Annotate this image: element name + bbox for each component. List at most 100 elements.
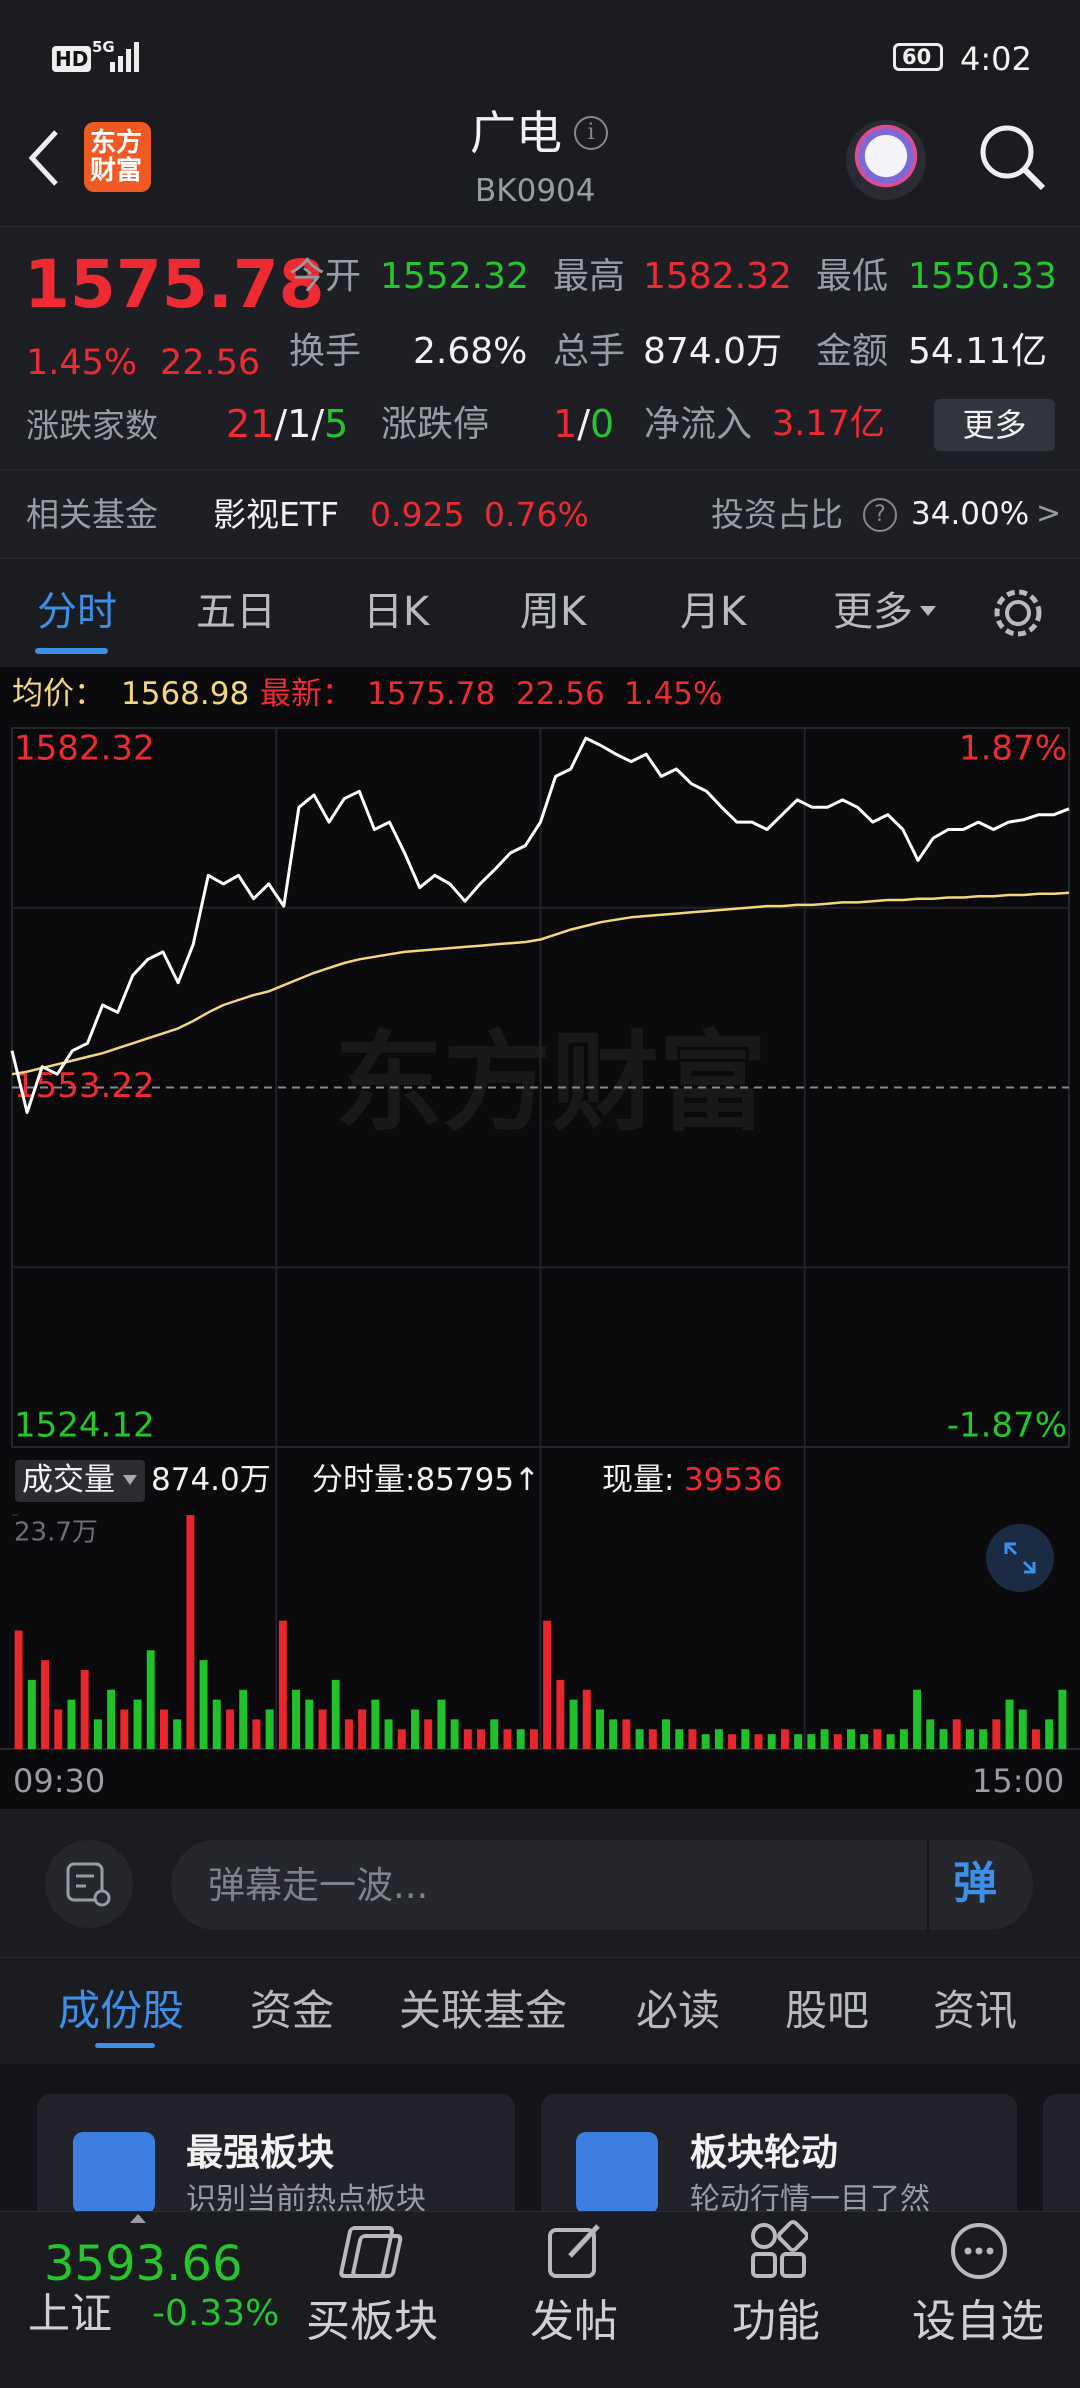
back-button[interactable] [24,128,64,188]
nav-item[interactable]: 功能 [732,2296,820,2347]
volume-bar [648,1729,657,1749]
comment-input[interactable] [171,1840,1033,1930]
change-info: 22.56 [516,676,605,712]
volume-bar [490,1719,499,1749]
volume-bar [1058,1689,1067,1749]
bottom-nav [0,2211,1080,2388]
field-value: 2.68% [413,331,528,372]
volume-bar [424,1719,433,1749]
volume-bar [1045,1719,1054,1749]
fund-name: 影视ETF [213,495,339,534]
section-tab[interactable]: 关联基金 [399,1986,568,2035]
section-tab[interactable]: 资金 [250,1986,335,2035]
y-tick-label: 1553.22 [14,1066,155,1106]
expand-button[interactable] [986,1524,1054,1592]
section-tab[interactable]: 必读 [636,1986,721,2035]
section-tab[interactable]: 股吧 [785,1986,870,2035]
volume-bar [199,1660,208,1749]
danmaku-icon [66,1862,111,1907]
volume-bar [397,1729,406,1749]
limit-label: 涨跌停 [381,404,490,445]
network: 5G [92,38,115,56]
nav-item[interactable]: 买板块 [306,2296,438,2347]
volume-bar [133,1699,142,1749]
change-pct: 1.45% [26,343,138,383]
volume-bar [173,1719,182,1749]
card-subtitle: 轮动行情一目了然 [690,2182,930,2217]
up-count: 21 [226,402,275,446]
volume-bar [54,1709,63,1749]
battery-icon [893,43,943,71]
now-volume-label: 现量: [602,1462,675,1498]
section-tab[interactable]: 成份股 [58,1986,185,2035]
chart-tab[interactable]: 更多 [833,589,913,635]
volume-bar [265,1709,274,1749]
y2-tick-label: 1.87% [959,729,1067,769]
volume-bar [833,1734,842,1749]
settings-button[interactable] [990,585,1046,641]
volume-bar [913,1689,922,1749]
nav-item[interactable]: 发帖 [530,2296,618,2347]
battery-level: 60 [902,45,932,69]
feature-card[interactable] [1043,2094,1080,2234]
inflow-label: 净流入 [644,404,753,445]
search-button[interactable] [975,120,1051,196]
index-name: 上证 [28,2289,113,2338]
signal-icon [110,42,139,72]
volume-bar [252,1719,261,1749]
card-icon [576,2132,658,2214]
volume-bar [622,1719,631,1749]
price-line [11,891,1070,1076]
divider [0,469,1080,470]
volume-bar [701,1734,710,1749]
volume-selector[interactable] [15,1460,145,1502]
volume-bar [595,1709,604,1749]
volume-bar [93,1719,102,1749]
share: 34.00% [911,496,1030,532]
avg-label: 均价： [12,676,105,712]
volume-bar [767,1734,776,1749]
more-button[interactable]: 更多 [934,399,1055,451]
volume-bar [675,1729,684,1749]
volume-bar [794,1734,803,1749]
assistant-avatar[interactable] [846,120,926,200]
field-label: 总手 [553,331,626,372]
field-label: 金额 [816,331,889,372]
chart-tab[interactable]: 月K [680,589,747,635]
y2-tick-label: -1.87% [947,1406,1067,1446]
nav-icon [339,2226,403,2278]
section-tab[interactable]: 资讯 [933,1986,1018,2035]
volume-bar [239,1689,248,1749]
tab-underline [35,648,108,654]
volume-bar [384,1719,393,1749]
chart-tab[interactable]: 周K [520,589,587,635]
chart-tab[interactable]: 分时 [37,589,117,635]
volume-label: 成交量 [22,1462,115,1498]
volume-bar [780,1729,789,1749]
fund-price: 0.925 [370,495,465,534]
chart-tab[interactable]: 五日 [196,589,276,635]
nav-item[interactable]: 设自选 [912,2296,1044,2347]
danmaku-toggle[interactable] [45,1840,133,1928]
logo [84,122,151,192]
volume-bar [27,1679,36,1749]
volume-bar [411,1709,419,1749]
field-label: 今开 [289,256,362,297]
volume-bar [582,1689,591,1749]
volume-bar [860,1734,869,1749]
volume-bar [331,1679,340,1749]
y-tick-label: 1524.12 [14,1406,155,1446]
logo-text: 东方 [90,128,143,158]
help-icon[interactable]: ? [863,498,897,532]
share-arrow[interactable]: > [1036,496,1062,531]
info-icon[interactable]: i [574,116,608,150]
nav-icon [751,2220,808,2278]
volume-bar [318,1709,327,1749]
last-price: 1575.78 [24,246,325,323]
send-button[interactable]: 弹 [953,1858,997,1909]
volume-bar [226,1709,234,1749]
index-value[interactable]: 3593.66 [44,2236,243,2292]
share-label: 投资占比 [711,495,843,534]
field-label: 换手 [289,331,362,372]
chart-tab[interactable]: 日K [363,589,430,635]
